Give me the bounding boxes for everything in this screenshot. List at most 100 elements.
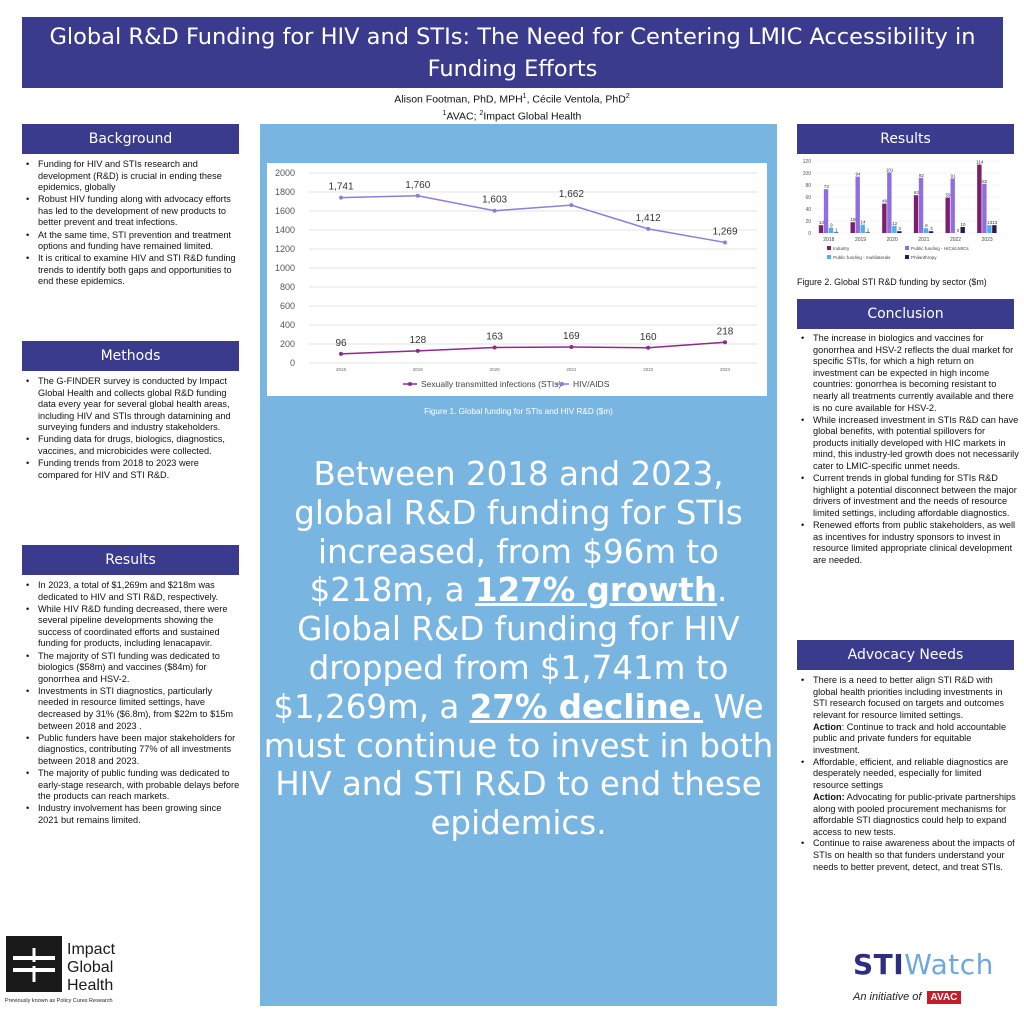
y-tick-label: 60 — [805, 195, 811, 201]
y-tick-label: 800 — [280, 282, 295, 292]
x-tick-label: 2022 — [950, 237, 961, 243]
bar-value-label: 94 — [855, 172, 861, 177]
bar-value-label: 10 — [960, 222, 966, 227]
figure-1-caption: Figure 1. Global funding for STIs and HI… — [424, 407, 613, 416]
results-left-heading: Results — [22, 545, 239, 575]
bar-value-label: 101 — [886, 167, 894, 172]
bar-value-label: 92 — [919, 173, 925, 178]
data-point — [646, 226, 651, 231]
bar-value-label: 3 — [898, 226, 901, 231]
igh-line-1: Impact — [67, 941, 116, 958]
y-tick-label: 80 — [805, 183, 811, 189]
key-message-growth: 127% growth — [474, 571, 717, 610]
series-line — [340, 195, 726, 244]
data-label: 218 — [717, 326, 734, 337]
bar — [833, 232, 839, 233]
y-tick-label: 2000 — [275, 168, 295, 178]
legend-marker — [408, 382, 412, 386]
advocacy-heading: Advocacy Needs — [797, 640, 1014, 670]
data-point — [492, 345, 497, 350]
bar-value-label: 9 — [830, 223, 833, 228]
data-label: 1,760 — [405, 180, 430, 191]
author-2: , Cécile Ventola, PhD — [526, 93, 626, 106]
x-tick-label: 2019 — [855, 237, 866, 243]
advocacy-heading-text: Advocacy Needs — [847, 647, 964, 663]
bar-value-label: 49 — [882, 199, 888, 204]
list-item: There is a need to better align STI R&D … — [797, 675, 1019, 721]
y-tick-label: 600 — [280, 301, 295, 311]
legend-label: Public funding - HICs/LMICs — [911, 246, 969, 251]
impact-global-health-logo: Impact Global Health — [5, 934, 125, 1006]
aff-2-sup: 2 — [479, 109, 484, 117]
x-tick-label: 2018 — [336, 367, 347, 372]
data-point — [569, 203, 574, 208]
igh-tagline: Previously known as Policy Cures Researc… — [5, 998, 113, 1004]
bar-value-label: 13 — [992, 220, 998, 225]
bar-value-label: 91 — [950, 173, 956, 178]
y-tick-label: 1800 — [275, 187, 295, 197]
background-heading-text: Background — [88, 131, 173, 147]
bar — [977, 164, 982, 233]
data-label: 160 — [640, 332, 657, 343]
bar — [823, 189, 829, 233]
y-tick-label: 40 — [805, 207, 811, 213]
key-message-decline: 27% decline. — [469, 687, 704, 726]
bar-value-label: 12 — [892, 221, 898, 226]
y-tick-label: 1000 — [275, 263, 295, 273]
bar-value-label: 13 — [987, 220, 993, 225]
list-item: Industry involvement has been growing si… — [22, 803, 242, 826]
data-label: 163 — [486, 332, 503, 343]
data-label: 1,662 — [559, 189, 584, 200]
figure-2-caption: Figure 2. Global STI R&D funding by sect… — [797, 277, 987, 287]
stiwatch-logo: STIWatch — [853, 948, 994, 981]
list-item: It is critical to examine HIV and STI R&… — [22, 253, 242, 288]
stiwatch-logo-sti: STI — [853, 948, 905, 981]
bar-value-label: 82 — [982, 179, 988, 184]
bar — [913, 195, 919, 233]
data-label: 169 — [563, 331, 580, 342]
key-message-part-3: . Global R&D funding for HIV dropped fro… — [273, 571, 740, 726]
background-heading: Background — [22, 124, 239, 154]
list-item: Affordable, efficient, and reliable diag… — [797, 757, 1019, 792]
y-tick-label: 20 — [805, 219, 811, 225]
data-point — [415, 348, 420, 353]
list-item: In 2023, a total of $1,269m and $218m wa… — [22, 580, 242, 603]
list-item: The majority of STI funding was dedicate… — [22, 651, 242, 686]
bar — [865, 232, 870, 233]
bar — [855, 176, 860, 233]
y-tick-label: 0 — [808, 231, 811, 237]
action-2-label: Action: — [813, 791, 845, 802]
author-2-sup: 2 — [625, 93, 630, 100]
legend-swatch — [905, 255, 909, 259]
bar-value-label: 73 — [824, 184, 830, 189]
bar — [987, 225, 992, 233]
y-tick-label: 200 — [280, 339, 295, 349]
affiliation-2: Impact Global Health — [483, 110, 582, 122]
y-tick-label: 1600 — [275, 206, 295, 216]
background-list: Funding for HIV and STIs research and de… — [22, 159, 242, 289]
data-label: 96 — [335, 338, 347, 349]
data-label: 1,269 — [712, 226, 737, 237]
igh-line-3: Health — [67, 977, 113, 994]
data-label: 1,741 — [328, 182, 353, 193]
list-item: Funding for HIV and STIs research and de… — [22, 159, 242, 194]
list-item: Renewed efforts from public stakeholders… — [797, 520, 1019, 566]
bar — [923, 228, 929, 233]
author-1-sup: 1 — [522, 93, 527, 100]
bar — [918, 177, 924, 233]
bar — [850, 222, 855, 233]
list-item: Public funders have been major stakehold… — [22, 733, 242, 768]
bar — [950, 178, 955, 233]
list-item: Investments in STI diagnostics, particul… — [22, 686, 242, 732]
x-tick-label: 2019 — [413, 367, 424, 372]
action-2-text: Advocating for public-private partnershi… — [813, 791, 1016, 837]
list-item: Current trends in global funding for STI… — [797, 473, 1019, 519]
avac-logo: AVAC — [926, 991, 962, 1004]
authors-block: Alison Footman, PhD, MPH1, Cécile Ventol… — [0, 90, 1024, 123]
list-item: Continue to raise awareness about the im… — [797, 838, 1019, 873]
aff-1-sup: 1 — [442, 109, 447, 117]
list-item: At the same time, STI prevention and tre… — [22, 230, 242, 253]
bar — [960, 227, 965, 233]
bar-value-label: 114 — [976, 160, 984, 165]
bar — [892, 225, 897, 233]
